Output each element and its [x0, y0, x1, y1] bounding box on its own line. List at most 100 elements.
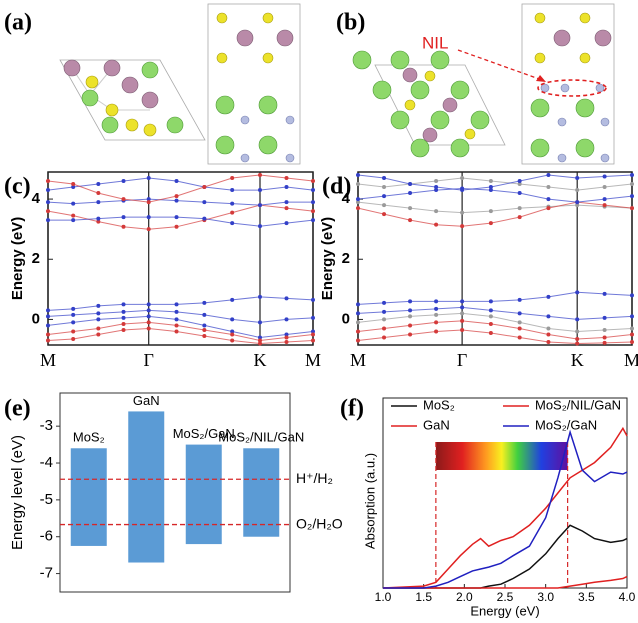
band-point	[146, 326, 151, 331]
band-point	[630, 173, 634, 178]
band-point	[71, 201, 76, 206]
x-tick-label: M	[305, 350, 321, 370]
band-point	[434, 312, 439, 317]
band-point	[71, 312, 76, 317]
y-tick-label: -6	[40, 528, 53, 545]
y-axis-label: Energy (eV)	[9, 217, 26, 300]
band-point	[356, 197, 360, 202]
band-point	[630, 332, 634, 337]
y-tick-label: 2	[32, 250, 40, 267]
band-point	[602, 327, 607, 332]
band-point	[146, 227, 151, 232]
band-point	[356, 311, 360, 316]
band-point	[488, 299, 493, 304]
band-point	[284, 339, 289, 344]
band-point	[71, 182, 76, 187]
x-tick-label: 1.5	[415, 590, 432, 604]
band-point	[174, 215, 179, 220]
band-point	[382, 194, 387, 199]
band-point	[408, 314, 413, 319]
band-point	[174, 198, 179, 203]
band-point	[460, 224, 465, 229]
band-line	[357, 312, 633, 333]
band-point	[146, 200, 151, 205]
band-point	[602, 291, 607, 296]
structure-a: (a)	[4, 3, 301, 165]
x-tick-label: K	[254, 350, 267, 370]
band-point	[202, 300, 207, 305]
band-point	[258, 294, 262, 299]
band-point	[517, 297, 522, 302]
band-point	[382, 203, 387, 208]
band-point	[546, 197, 551, 202]
band-point	[146, 197, 151, 202]
series-line	[382, 426, 628, 589]
band-point	[230, 332, 235, 337]
band-point	[356, 182, 360, 187]
reference-label: O₂/H₂O	[296, 515, 343, 531]
band-point	[546, 206, 551, 211]
band-line	[47, 315, 314, 339]
band-point	[575, 336, 580, 341]
band-point	[517, 335, 522, 340]
band-point	[517, 326, 522, 331]
y-tick-label: 0	[32, 310, 40, 327]
band-point	[202, 185, 207, 190]
panel-label: (f)	[340, 396, 364, 422]
band-point	[96, 303, 101, 308]
band-line	[47, 177, 314, 191]
band-point	[46, 338, 50, 343]
band-point	[71, 306, 76, 311]
bar	[243, 448, 280, 537]
band-point	[46, 314, 50, 319]
band-point	[408, 191, 413, 196]
y-tick-label: -3	[40, 417, 53, 434]
band-line	[357, 320, 633, 340]
band-point	[382, 335, 387, 340]
band-point	[202, 327, 207, 332]
band-point	[96, 191, 101, 196]
band-point	[356, 302, 360, 307]
band-point	[284, 332, 289, 337]
band-point	[575, 200, 580, 205]
band-point	[311, 188, 315, 193]
y-tick-label: -4	[40, 454, 53, 471]
y-axis-label: Energy (eV)	[319, 217, 336, 300]
x-tick-label: 4.0	[619, 590, 636, 604]
reference-label: H⁺/H₂	[296, 470, 333, 486]
band-point	[630, 206, 634, 211]
band-point	[546, 332, 551, 337]
band-point	[575, 203, 580, 208]
band-line	[47, 296, 314, 311]
band-point	[517, 179, 522, 184]
band-point	[284, 206, 289, 211]
band-point	[311, 209, 315, 214]
band-point	[174, 302, 179, 307]
x-tick-label: M	[624, 350, 638, 370]
y-tick-label: 0	[342, 310, 350, 327]
band-point	[96, 326, 101, 331]
band-point	[630, 326, 634, 331]
plot-frame	[59, 392, 291, 593]
band-point	[630, 182, 634, 187]
band-point	[202, 312, 207, 317]
band-point	[202, 216, 207, 221]
band-point	[408, 332, 413, 337]
y-tick-label: 4	[342, 190, 351, 207]
band-point	[460, 305, 465, 310]
band-point	[460, 327, 465, 332]
y-tick-label: -7	[40, 565, 53, 582]
annotation: NIL	[422, 33, 448, 52]
band-point	[284, 200, 289, 205]
legend-label: MoS₂/GaN	[535, 417, 597, 432]
band-point	[258, 320, 262, 325]
band-point	[311, 218, 315, 223]
band-point	[382, 300, 387, 305]
band-point	[356, 200, 360, 205]
band-point	[356, 206, 360, 211]
band-point	[408, 299, 413, 304]
band-point	[71, 185, 76, 190]
band-point	[517, 206, 522, 211]
band-point	[121, 179, 126, 184]
band-point	[146, 314, 151, 319]
